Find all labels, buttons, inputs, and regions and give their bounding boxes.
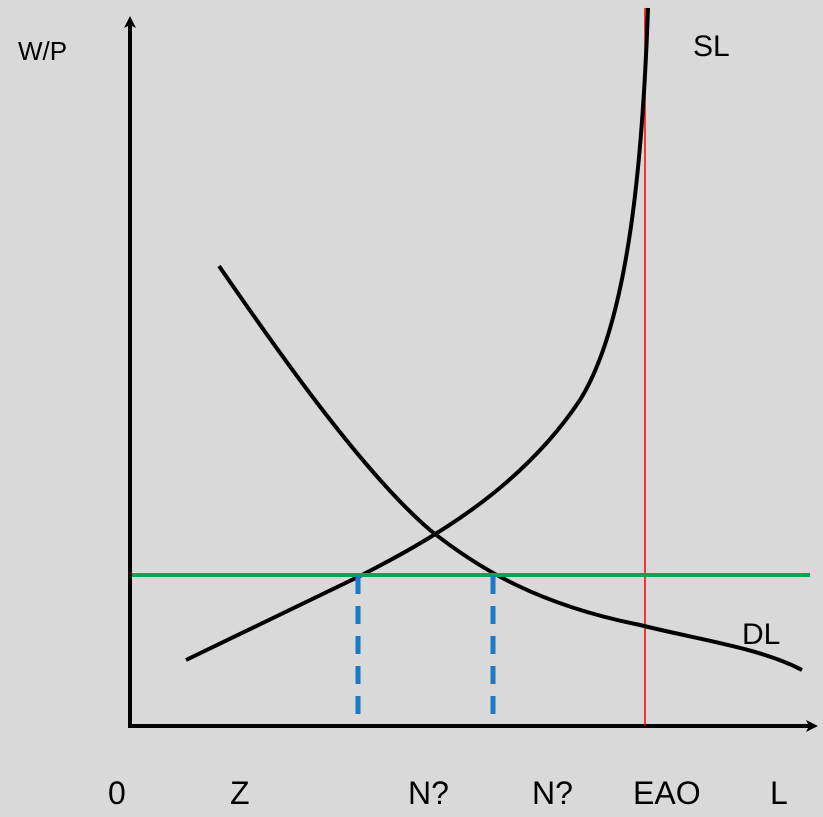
- supply-curve: [185, 7, 650, 662]
- x-marker-n2: N?: [532, 775, 573, 811]
- x-axis-label: L: [770, 775, 788, 811]
- x-marker-n1: N?: [408, 775, 449, 811]
- x-marker-z: Z: [230, 775, 250, 811]
- origin-label: 0: [108, 775, 126, 811]
- x-marker-eao: EAO: [633, 775, 701, 811]
- demand-curve: [217, 264, 803, 672]
- supply-curve-label: SL: [693, 30, 730, 63]
- y-axis-label: W/P: [18, 36, 67, 66]
- demand-curve-label: DL: [742, 618, 780, 651]
